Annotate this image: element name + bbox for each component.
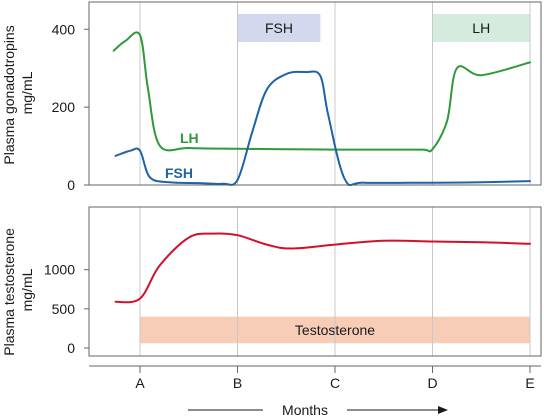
y-tick-label: 0 — [67, 177, 75, 193]
annotation-box-label-fsh: FSH — [265, 20, 293, 36]
x-tick-label-a: A — [135, 375, 145, 391]
y-tick-label: 1000 — [44, 262, 75, 278]
testosterone-series-line — [114, 232, 531, 304]
annotation-box-label-lh: LH — [472, 20, 490, 36]
x-tick-label-e: E — [525, 375, 534, 391]
x-tick-label-b: B — [233, 375, 242, 391]
lh-series-label: LH — [180, 130, 199, 146]
y-tick-label: 0 — [67, 340, 75, 356]
annotation-box-fsh — [237, 14, 321, 42]
fsh-series-label: FSH — [165, 165, 193, 181]
lh-series-line — [112, 31, 531, 153]
y-tick-label: 400 — [52, 21, 76, 37]
annotation-box-lh — [432, 14, 530, 42]
gonadotropins-frame — [88, 1, 542, 186]
months-x-axis: A B C D E Months — [89, 365, 541, 417]
gonadotropins-y-axis-title: Plasma gonadotropins mg/mL — [1, 21, 35, 164]
x-tick-label-c: C — [330, 375, 340, 391]
months-axis-title: Months — [282, 402, 328, 417]
testosterone-frame — [88, 206, 542, 357]
gonadotropins-panel: FSH LH 0 200 400 LH FSH Plasma gonadotropin… — [1, 1, 542, 193]
y-tick-label: 500 — [52, 301, 76, 317]
x-tick-label-d: D — [427, 375, 437, 391]
testosterone-y-axis-title: Plasma testosterone mg/mL — [1, 224, 35, 356]
fsh-series-line — [114, 70, 531, 187]
y-tick-label: 200 — [52, 99, 76, 115]
months-arrow-head — [438, 406, 448, 414]
